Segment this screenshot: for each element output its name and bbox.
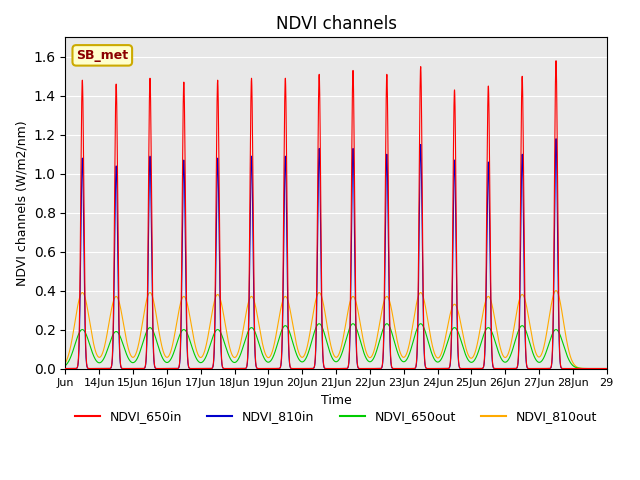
X-axis label: Time: Time xyxy=(321,394,351,407)
Title: NDVI channels: NDVI channels xyxy=(276,15,397,33)
Text: SB_met: SB_met xyxy=(76,49,129,62)
Legend: NDVI_650in, NDVI_810in, NDVI_650out, NDVI_810out: NDVI_650in, NDVI_810in, NDVI_650out, NDV… xyxy=(70,406,602,429)
Y-axis label: NDVI channels (W/m2/nm): NDVI channels (W/m2/nm) xyxy=(15,120,28,286)
